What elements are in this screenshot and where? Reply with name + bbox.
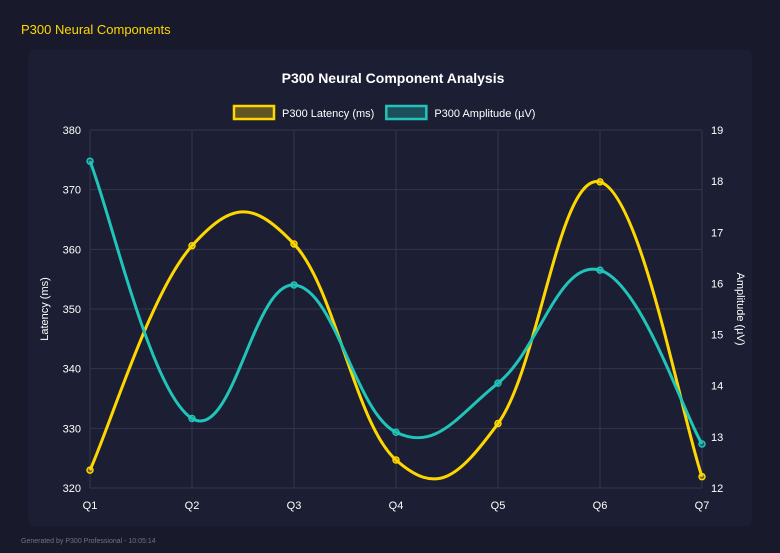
data-point (494, 379, 502, 387)
y-right-tick-label: 15 (711, 330, 723, 342)
x-tick-label: Q7 (695, 500, 710, 512)
data-point (188, 242, 196, 250)
data-point (698, 440, 706, 448)
x-tick-label: Q4 (389, 500, 404, 512)
y-right-tick-label: 13 (711, 432, 723, 444)
data-point (698, 472, 706, 481)
x-tick-label: Q3 (287, 500, 302, 512)
y-right-tick-label: 12 (711, 483, 723, 495)
legend-swatch (385, 104, 428, 121)
y-right-tick-label: 14 (711, 381, 723, 393)
y-right-tick-label: 18 (711, 176, 723, 188)
y-left-tick-label: 320 (63, 483, 81, 495)
data-point (392, 456, 400, 464)
x-tick-label: Q1 (83, 500, 98, 512)
chart-panel (28, 50, 752, 526)
data-point (290, 281, 298, 289)
x-tick-label: Q6 (593, 500, 608, 512)
y-left-tick-label: 350 (63, 304, 81, 316)
y-right-tick-label: 17 (711, 227, 723, 239)
y-left-tick-label: 380 (63, 125, 81, 137)
data-point (290, 240, 298, 248)
y-right-axis-label: Amplitude (µV) (734, 273, 746, 346)
legend-swatch (232, 104, 276, 121)
y-left-tick-label: 330 (63, 423, 81, 435)
y-left-tick-label: 340 (63, 364, 81, 376)
data-point (494, 419, 502, 428)
chart-title: P300 Neural Component Analysis (282, 70, 505, 86)
data-point (596, 266, 604, 274)
y-left-axis-label: Latency (ms) (39, 277, 51, 341)
legend-label: P300 Latency (ms) (282, 108, 374, 120)
data-point (596, 178, 604, 186)
x-tick-label: Q5 (491, 500, 506, 512)
data-point (86, 466, 94, 474)
data-point (392, 428, 400, 437)
series-line (88, 180, 704, 481)
y-right-tick-label: 16 (711, 278, 723, 290)
footer: Generated by P300 Professional - 10:05:1… (21, 538, 156, 545)
x-tick-label: Q2 (185, 500, 200, 512)
data-point (86, 157, 94, 165)
y-left-tick-label: 370 (63, 185, 81, 197)
y-right-tick-label: 19 (711, 125, 723, 137)
y-left-tick-label: 360 (63, 244, 81, 256)
page-title: P300 Neural Components (21, 22, 171, 37)
legend-label: P300 Amplitude (µV) (434, 108, 535, 120)
series-line (88, 160, 704, 445)
data-point (188, 414, 196, 423)
